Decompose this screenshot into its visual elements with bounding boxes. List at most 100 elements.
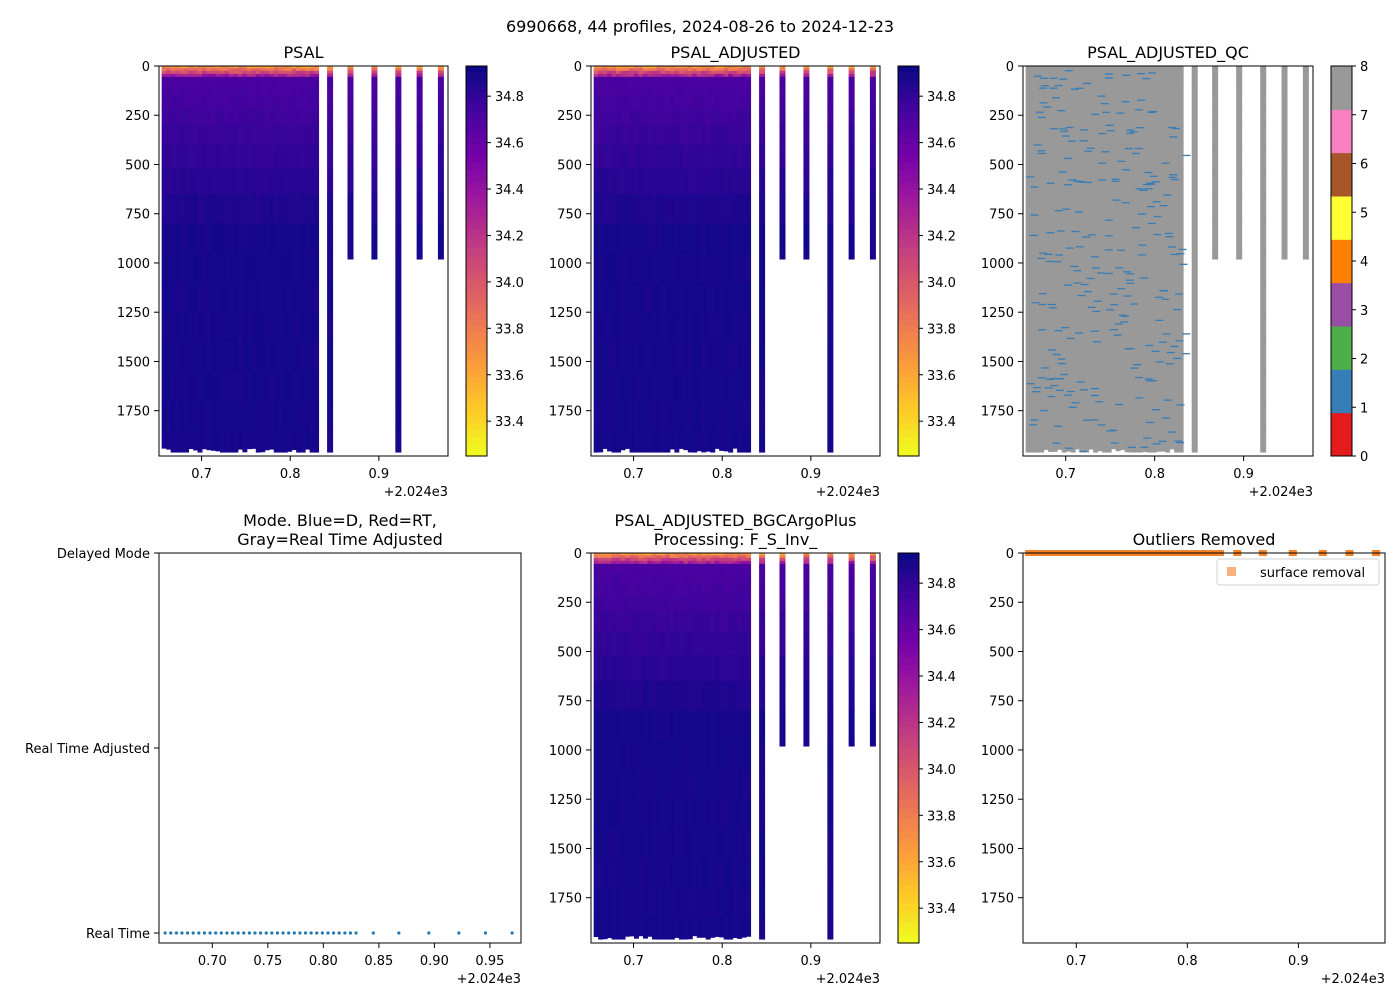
profile-cell xyxy=(651,917,657,940)
profile-cell xyxy=(869,567,876,574)
qc-flag-mark xyxy=(1182,154,1191,157)
profile-cell xyxy=(1097,400,1103,431)
profile-cell xyxy=(634,223,639,254)
profile-cell xyxy=(701,125,707,146)
profile-cell xyxy=(827,555,834,559)
profile-cell xyxy=(696,631,702,656)
profile-cell xyxy=(741,567,747,574)
profile-cell xyxy=(660,631,666,656)
profile-cell xyxy=(1115,312,1121,343)
profile-cell xyxy=(719,769,725,800)
profile-cell xyxy=(1052,430,1058,452)
profile-cell xyxy=(714,612,720,633)
profile-cell xyxy=(161,95,167,110)
colorbar-segment xyxy=(466,417,487,425)
profile-cell xyxy=(175,430,181,453)
profile-cell xyxy=(660,400,666,431)
profile-cell xyxy=(1115,85,1121,97)
profile-cell xyxy=(287,95,293,110)
profile-cell xyxy=(674,858,680,889)
profile-cell xyxy=(869,655,876,682)
colorbar-segment xyxy=(898,72,919,80)
profile-cell xyxy=(732,710,738,741)
qc-flag-mark xyxy=(1137,213,1146,215)
profile-cell xyxy=(714,828,720,859)
profile-cell xyxy=(705,168,711,195)
profile-cell xyxy=(188,371,194,402)
profile-cell xyxy=(593,80,599,87)
qc-flag-mark xyxy=(1073,180,1082,182)
profile-cell xyxy=(314,341,320,372)
profile-cell xyxy=(732,917,738,939)
qc-flag-mark xyxy=(1149,175,1158,177)
qc-flag-mark xyxy=(1159,204,1168,207)
profile-cell xyxy=(827,430,834,453)
qc-flag-mark xyxy=(1037,257,1046,260)
colorbar-segment xyxy=(898,79,919,87)
profile-cell xyxy=(1142,253,1148,284)
profile-cell xyxy=(616,85,622,97)
profile-cell xyxy=(598,828,604,859)
profile-cell xyxy=(741,740,747,771)
profile-cell xyxy=(746,612,752,633)
profile-cell xyxy=(687,144,693,169)
profile-cell xyxy=(1043,80,1049,87)
profile-cell xyxy=(719,80,725,87)
profile-cell xyxy=(1236,95,1243,110)
profile-cell xyxy=(206,70,212,75)
profile-cell xyxy=(611,557,617,562)
profile-cell xyxy=(710,740,716,771)
profile-cell xyxy=(737,612,743,633)
profile-cell xyxy=(759,917,766,940)
profile-cell xyxy=(651,560,657,565)
profile-cell xyxy=(1138,109,1144,126)
profile-cell xyxy=(732,681,738,712)
profile-cell xyxy=(1102,125,1108,146)
profile-cell xyxy=(395,70,402,75)
profile-cell xyxy=(1174,341,1180,372)
profile-cell xyxy=(188,95,194,110)
qc-flag-mark xyxy=(1052,442,1061,444)
profile-cell xyxy=(625,144,631,169)
profile-cell xyxy=(620,858,626,889)
qc-flag-mark xyxy=(1074,211,1083,213)
profile-cell xyxy=(642,73,648,78)
profile-cell xyxy=(732,125,738,146)
profile-cell xyxy=(779,194,786,225)
profile-cell xyxy=(1133,109,1139,126)
profile-cell xyxy=(625,95,631,110)
profile-cell xyxy=(1191,253,1198,284)
profile-cell xyxy=(1052,400,1058,431)
qc-flag-mark xyxy=(1065,247,1074,249)
profile-cell xyxy=(665,887,671,918)
profile-cell xyxy=(1174,194,1180,225)
profile-cell xyxy=(593,555,599,559)
profile-cell xyxy=(1030,223,1036,254)
profile-cell xyxy=(1079,371,1085,402)
profile-cell xyxy=(625,612,631,633)
profile-cell xyxy=(1066,400,1072,431)
profile-cell xyxy=(827,95,834,110)
profile-cell xyxy=(710,144,716,169)
colorbar-segment xyxy=(898,183,919,191)
profile-cell xyxy=(296,80,302,87)
profile-cell xyxy=(678,430,684,449)
profile-cell xyxy=(737,560,743,565)
qc-flag-mark xyxy=(1110,442,1119,444)
profile-cell xyxy=(651,799,657,830)
profile-cell xyxy=(642,740,648,771)
profile-cell xyxy=(647,769,653,800)
profile-cell xyxy=(1142,223,1148,254)
profile-cell xyxy=(305,194,311,225)
y-tick-label: 1500 xyxy=(549,355,582,370)
profile-cell xyxy=(1115,80,1121,87)
profile-cell xyxy=(1057,341,1063,372)
profile-cell xyxy=(416,73,423,78)
profile-cell xyxy=(179,68,185,72)
qc-flag-mark xyxy=(1038,329,1047,331)
profile-cell xyxy=(233,85,239,97)
mode-point xyxy=(315,931,319,935)
qc-flag-mark xyxy=(1074,332,1083,334)
profile-cell xyxy=(371,194,378,225)
profile-cell xyxy=(629,596,635,613)
